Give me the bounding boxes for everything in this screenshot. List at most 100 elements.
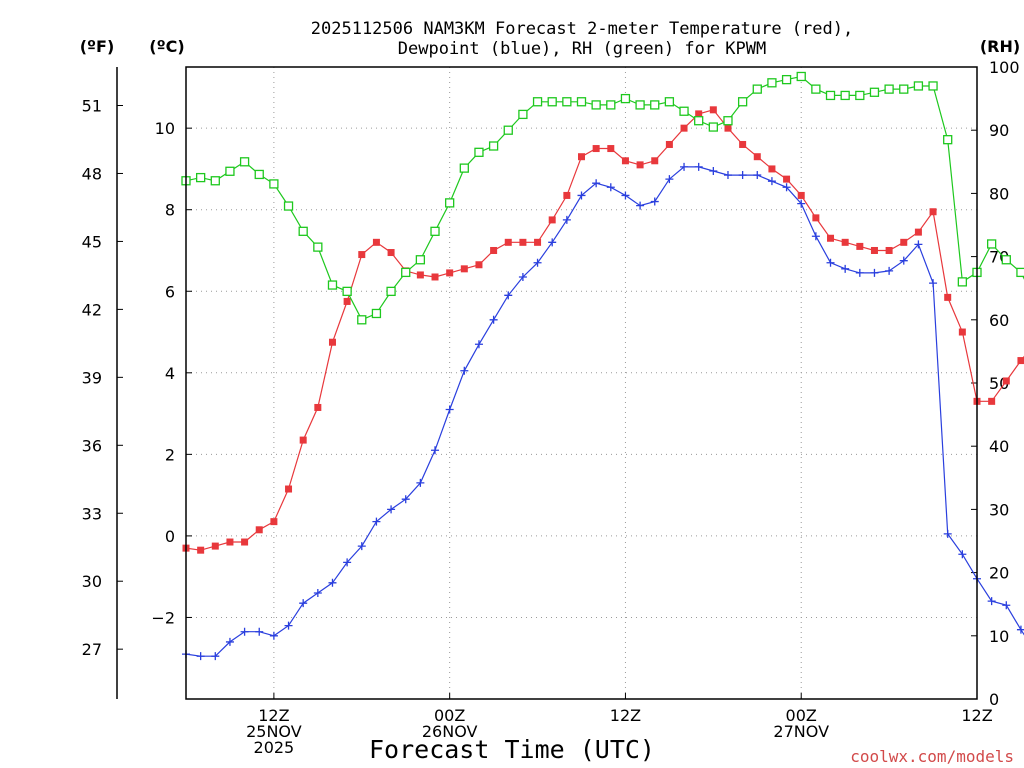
dewpoint-point [284, 621, 293, 630]
temperature-point [797, 191, 805, 199]
celsius-tick-label: 0 [165, 527, 175, 546]
rh-point [737, 97, 748, 107]
rh-point [562, 97, 572, 107]
dewpoint-point [943, 529, 952, 538]
dewpoint-point [929, 279, 938, 288]
dewpoint-point [650, 197, 659, 206]
dewpoint-point [680, 162, 689, 171]
dewpoint-point [460, 366, 469, 375]
fahrenheit-unit-label: (ºF) [80, 37, 115, 56]
time-tick-label: 12Z [610, 706, 641, 725]
dewpoint-point [474, 340, 483, 349]
series-filled-square [182, 106, 1024, 554]
temperature-point [548, 216, 556, 224]
dewpoint-point [782, 183, 791, 192]
dewpoint-point [753, 171, 762, 180]
dewpoint-point [636, 201, 645, 210]
rh-point [620, 93, 631, 104]
credit-text: coolwx.com/models [850, 747, 1014, 766]
temperature-point [299, 436, 307, 444]
rh-point [342, 286, 352, 297]
rh-point [386, 286, 396, 297]
rh-point [694, 116, 704, 126]
temperature-point [343, 297, 351, 305]
rh-tick-label: 90 [989, 121, 1009, 140]
time-tick-label: 12Z [961, 706, 992, 725]
dewpoint-point [899, 256, 908, 265]
rh-point [371, 308, 382, 319]
rh-point [195, 172, 206, 183]
rh-point [767, 78, 777, 88]
rh-point [415, 255, 426, 265]
dewpoint-point [401, 495, 410, 504]
rh-point [664, 97, 675, 107]
series-layer [181, 71, 1024, 661]
dewpoint-point [694, 162, 703, 171]
rh-point [840, 90, 850, 101]
temperature-point [534, 238, 542, 246]
rh-point [928, 81, 938, 91]
fahrenheit-tick-label: 42 [82, 300, 102, 319]
fahrenheit-tick-label: 36 [82, 436, 102, 455]
rh-point [884, 84, 894, 94]
rh-point [591, 100, 601, 110]
temperature-point [460, 265, 468, 273]
dewpoint-point [489, 315, 498, 324]
rh-tick-label: 80 [989, 184, 1009, 203]
dewpoint-point [606, 183, 615, 192]
temperature-point [578, 153, 585, 161]
dewpoint-point [738, 171, 747, 180]
rh-point [576, 97, 587, 107]
rh-point [781, 74, 792, 85]
temperature-point [1002, 377, 1010, 385]
dewpoint-point [269, 631, 278, 640]
temperature-point [475, 261, 483, 269]
dewpoint-point [299, 599, 308, 608]
time-tick-label: 2025 [254, 738, 295, 757]
temperature-point [211, 542, 219, 550]
temperature-point [958, 328, 966, 336]
dewpoint-point [826, 258, 835, 267]
rh-point [518, 109, 528, 120]
dewpoint-point [577, 191, 586, 200]
rh-point [503, 125, 513, 135]
temperature-point [255, 526, 263, 534]
rh-point [327, 280, 338, 290]
dewpoint-point [328, 578, 337, 587]
dewpoint-point [841, 264, 850, 273]
temperature-point [739, 140, 747, 148]
dewpoint-point [958, 550, 967, 559]
rh-point [723, 116, 733, 126]
rh-point [239, 157, 250, 167]
rh-tick-label: 20 [989, 564, 1009, 583]
celsius-tick-label: 2 [165, 445, 175, 464]
rh-point [298, 226, 308, 236]
rh-point [796, 71, 806, 82]
dewpoint-point [987, 597, 996, 606]
rh-point [225, 166, 235, 176]
rh-point [752, 84, 762, 94]
dewpoint-point [196, 652, 205, 661]
temperature-point [944, 293, 952, 301]
dewpoint-point [313, 588, 322, 597]
temperature-point [431, 273, 439, 281]
temperature-point [241, 538, 249, 546]
temperature-point [812, 214, 820, 222]
rh-point [459, 163, 469, 173]
rh-tick-label: 10 [989, 627, 1009, 646]
rh-tick-label: 30 [989, 500, 1009, 519]
temperature-point [607, 145, 615, 153]
fahrenheit-tick-label: 27 [82, 640, 102, 659]
temperature-point [416, 271, 424, 279]
time-tick-label: 26NOV [422, 722, 478, 741]
rh-point [943, 135, 953, 145]
temperature-point [870, 246, 878, 254]
rh-point [869, 87, 880, 97]
dewpoint-point [225, 637, 234, 646]
rh-point [855, 90, 865, 101]
rh-point [401, 267, 411, 278]
rh-point [269, 179, 279, 189]
